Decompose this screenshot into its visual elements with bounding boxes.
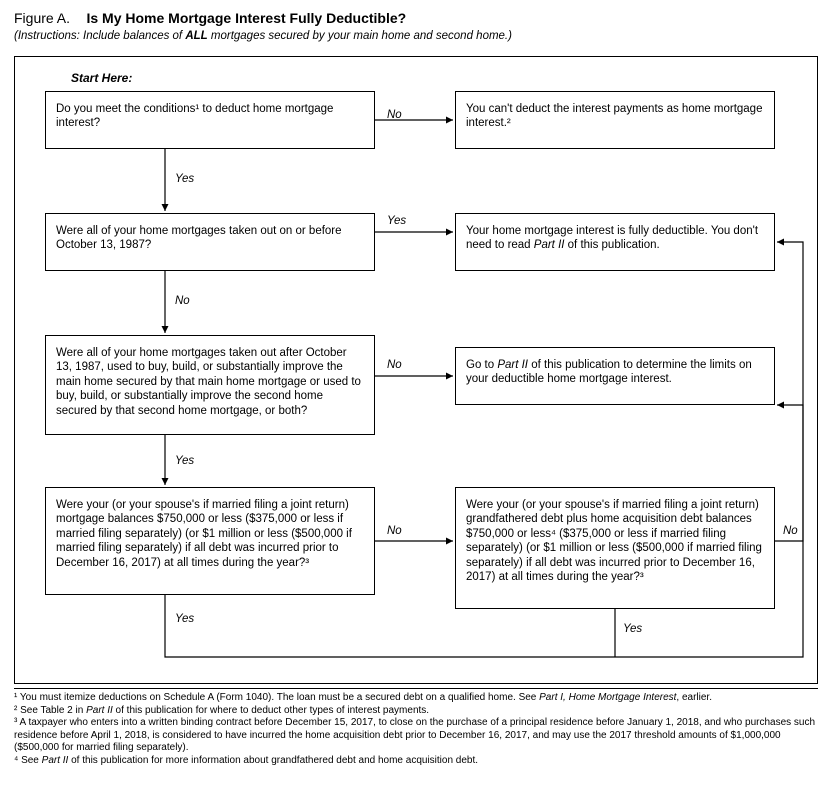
- node-r2: Your home mortgage interest is fully ded…: [455, 213, 775, 271]
- node-r1: You can't deduct the interest payments a…: [455, 91, 775, 149]
- f4b: Part II: [42, 755, 69, 766]
- f2a: ² See Table 2 in: [14, 705, 86, 716]
- instr-prefix: (Instructions: Include balances of: [14, 30, 185, 42]
- edge-no-q1: No: [387, 109, 402, 121]
- r3-text-a: Go to: [466, 359, 497, 371]
- node-q2: Were all of your home mortgages taken ou…: [45, 213, 375, 271]
- footnote-1: ¹ You must itemize deductions on Schedul…: [14, 692, 818, 705]
- q1-text: Do you meet the conditions¹ to deduct ho…: [56, 103, 333, 129]
- r3-text-b: Part II: [497, 359, 528, 371]
- node-q1: Do you meet the conditions¹ to deduct ho…: [45, 91, 375, 149]
- f2c: of this publication for where to deduct …: [113, 705, 429, 716]
- edge-yes-q5: Yes: [623, 623, 642, 635]
- start-here-label: Start Here:: [71, 71, 132, 85]
- q4-text: Were your (or your spouse's if married f…: [56, 499, 352, 569]
- edge-no-q2: No: [175, 295, 190, 307]
- instr-suffix: mortgages secured by your main home and …: [208, 30, 512, 42]
- f1c: , earlier.: [676, 692, 712, 703]
- edge-yes-q3: Yes: [175, 455, 194, 467]
- figure-label: Figure A.: [14, 10, 70, 26]
- edge-no-q4: No: [387, 525, 402, 537]
- r2-text-c: of this publication.: [564, 239, 659, 251]
- node-q5: Were your (or your spouse's if married f…: [455, 487, 775, 609]
- f1b: Part I, Home Mortgage Interest: [539, 692, 676, 703]
- flowchart-container: Start Here: Do you meet the conditions¹ …: [14, 56, 818, 684]
- edge-yes-q1: Yes: [175, 173, 194, 185]
- r2-text-b: Part II: [534, 239, 565, 251]
- figure-title: Is My Home Mortgage Interest Fully Deduc…: [86, 10, 406, 26]
- footnotes: ¹ You must itemize deductions on Schedul…: [14, 688, 818, 767]
- instr-bold: ALL: [185, 30, 207, 42]
- q5-text: Were your (or your spouse's if married f…: [466, 499, 762, 583]
- f4c: of this publication for more information…: [68, 755, 478, 766]
- r1-text: You can't deduct the interest payments a…: [466, 103, 762, 129]
- f2b: Part II: [86, 705, 113, 716]
- footnote-3: ³ A taxpayer who enters into a written b…: [14, 717, 818, 755]
- edge-yes-q4: Yes: [175, 613, 194, 625]
- q3-text: Were all of your home mortgages taken ou…: [56, 347, 361, 417]
- node-q3: Were all of your home mortgages taken ou…: [45, 335, 375, 435]
- node-r3: Go to Part II of this publication to det…: [455, 347, 775, 405]
- edge-no-q5: No: [783, 525, 798, 537]
- figure-instructions: (Instructions: Include balances of ALL m…: [14, 30, 818, 42]
- footnote-2: ² See Table 2 in Part II of this publica…: [14, 705, 818, 718]
- q2-text: Were all of your home mortgages taken ou…: [56, 225, 342, 251]
- edge-no-q3: No: [387, 359, 402, 371]
- footnote-4: ⁴ See Part II of this publication for mo…: [14, 755, 818, 768]
- edge-yes-q2: Yes: [387, 215, 406, 227]
- f4a: ⁴ See: [14, 755, 42, 766]
- node-q4: Were your (or your spouse's if married f…: [45, 487, 375, 595]
- figure-header: Figure A. Is My Home Mortgage Interest F…: [14, 10, 818, 28]
- f1a: ¹ You must itemize deductions on Schedul…: [14, 692, 539, 703]
